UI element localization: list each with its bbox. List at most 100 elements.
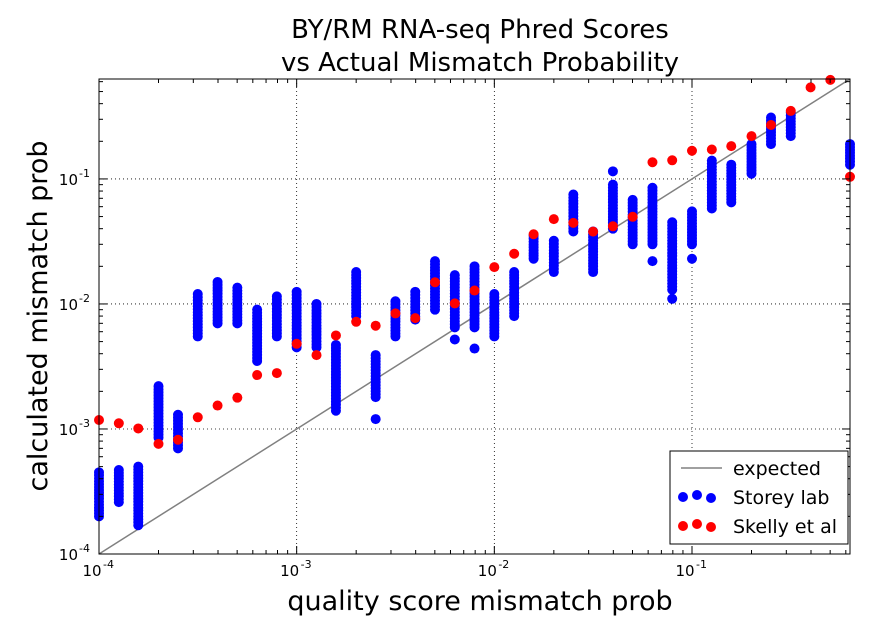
storey-lab-point — [173, 443, 184, 454]
chart-title-line-1: BY/RM RNA-seq Phred Scores — [291, 15, 669, 45]
skelly-point — [469, 285, 480, 296]
skelly-point — [390, 308, 401, 319]
storey-lab-point — [509, 311, 520, 322]
legend-skelly-dot-1 — [678, 521, 688, 531]
storey-lab-point — [726, 197, 737, 208]
storey-lab-point — [647, 239, 658, 250]
legend-storey-label: Storey lab — [733, 487, 829, 509]
y-axis-label: calculated mismatch prob — [23, 141, 54, 492]
y-tick-label: 10 — [59, 171, 78, 189]
skelly-point — [528, 229, 539, 240]
storey-lab-point — [232, 318, 243, 329]
storey-lab-point — [765, 139, 776, 150]
y-tick-label-exponent: -1 — [79, 167, 90, 180]
skelly-point — [291, 338, 302, 349]
skelly-point — [627, 211, 638, 222]
storey-lab-point — [469, 322, 480, 333]
legend-skelly-dot-2 — [692, 519, 702, 529]
x-tick-label-exponent: -3 — [301, 558, 312, 571]
storey-lab-point — [607, 166, 618, 177]
storey-lab-point — [212, 318, 223, 329]
skelly-point — [568, 217, 579, 228]
skelly-point — [746, 131, 757, 142]
legend-skelly-label: Skelly et al — [733, 516, 837, 538]
skelly-point — [113, 418, 124, 429]
storey-lab-point — [746, 168, 757, 179]
legend-expected-label: expected — [733, 458, 821, 480]
y-tick-label-exponent: -4 — [79, 542, 90, 555]
x-tick-label-exponent: -1 — [696, 558, 707, 571]
skelly-point — [410, 313, 421, 324]
x-tick-label: 10 — [478, 562, 497, 580]
skelly-point — [548, 214, 559, 225]
legend-storey-dot-2 — [692, 490, 702, 500]
skelly-point — [252, 370, 263, 381]
skelly-point — [805, 82, 816, 93]
x-axis-label: quality score mismatch prob — [287, 586, 672, 617]
x-tick-label: 10 — [675, 562, 694, 580]
skelly-point — [153, 438, 164, 449]
x-tick-label: 10 — [280, 562, 299, 580]
skelly-point — [311, 350, 322, 361]
storey-lab-point — [528, 253, 539, 264]
storey-lab-point — [449, 322, 460, 333]
chart-title-line-2: vs Actual Mismatch Probability — [281, 48, 679, 78]
skelly-point — [726, 141, 737, 152]
skelly-point — [607, 221, 618, 232]
storey-lab-point — [390, 331, 401, 342]
storey-lab-point — [192, 331, 203, 342]
skelly-point — [706, 144, 717, 155]
skelly-point — [667, 155, 678, 166]
legend-skelly-dot-3 — [706, 522, 716, 532]
x-tick-label-exponent: -2 — [498, 558, 509, 571]
storey-lab-point — [469, 343, 480, 354]
y-tick-label-exponent: -3 — [79, 417, 90, 430]
axis-ticks: 10 -4 10 -3 10 -2 10 -110 -410 -310 -210 -1 — [59, 79, 850, 580]
skelly-point — [351, 316, 362, 327]
storey-lab-point — [706, 203, 717, 214]
storey-lab-point — [330, 405, 341, 416]
storey-lab-point — [311, 342, 322, 353]
skelly-point — [370, 320, 381, 331]
legend-storey-dot-3 — [706, 493, 716, 503]
storey-lab-point — [252, 355, 263, 366]
skelly-point — [133, 423, 144, 434]
skelly-point — [173, 434, 184, 445]
x-tick-label-exponent: -4 — [103, 558, 114, 571]
storey-lab-point — [667, 284, 678, 295]
storey-lab-point — [588, 267, 599, 278]
skelly-point — [449, 298, 460, 309]
storey-lab-point — [548, 267, 559, 278]
storey-lab-point — [133, 520, 144, 531]
legend-storey-dot-1 — [678, 492, 688, 502]
skelly-point — [489, 262, 500, 273]
skelly-point — [271, 368, 282, 379]
y-tick-label: 10 — [59, 421, 78, 439]
y-tick-label: 10 — [59, 546, 78, 564]
skelly-point — [588, 226, 599, 237]
skelly-series — [94, 74, 855, 449]
skelly-point — [232, 392, 243, 403]
skelly-point — [212, 400, 223, 411]
skelly-point — [509, 248, 520, 259]
storey-lab-point — [489, 331, 500, 342]
skelly-point — [785, 105, 796, 116]
storey-lab-point — [271, 331, 282, 342]
skelly-point — [686, 145, 697, 156]
storey-lab-point — [370, 392, 381, 403]
y-tick-label-exponent: -2 — [79, 292, 90, 305]
storey-lab-point — [113, 497, 124, 508]
storey-lab-point — [785, 131, 796, 142]
skelly-point — [647, 157, 658, 168]
skelly-point — [192, 412, 203, 423]
y-tick-label: 10 — [59, 296, 78, 314]
storey-lab-point — [686, 253, 697, 264]
storey-lab-point — [686, 239, 697, 250]
x-tick-label: 10 — [82, 562, 101, 580]
storey-lab-point — [627, 239, 638, 250]
skelly-point — [765, 120, 776, 131]
storey-lab-point — [449, 334, 460, 345]
storey-lab-point — [370, 414, 381, 425]
skelly-point — [330, 330, 341, 341]
